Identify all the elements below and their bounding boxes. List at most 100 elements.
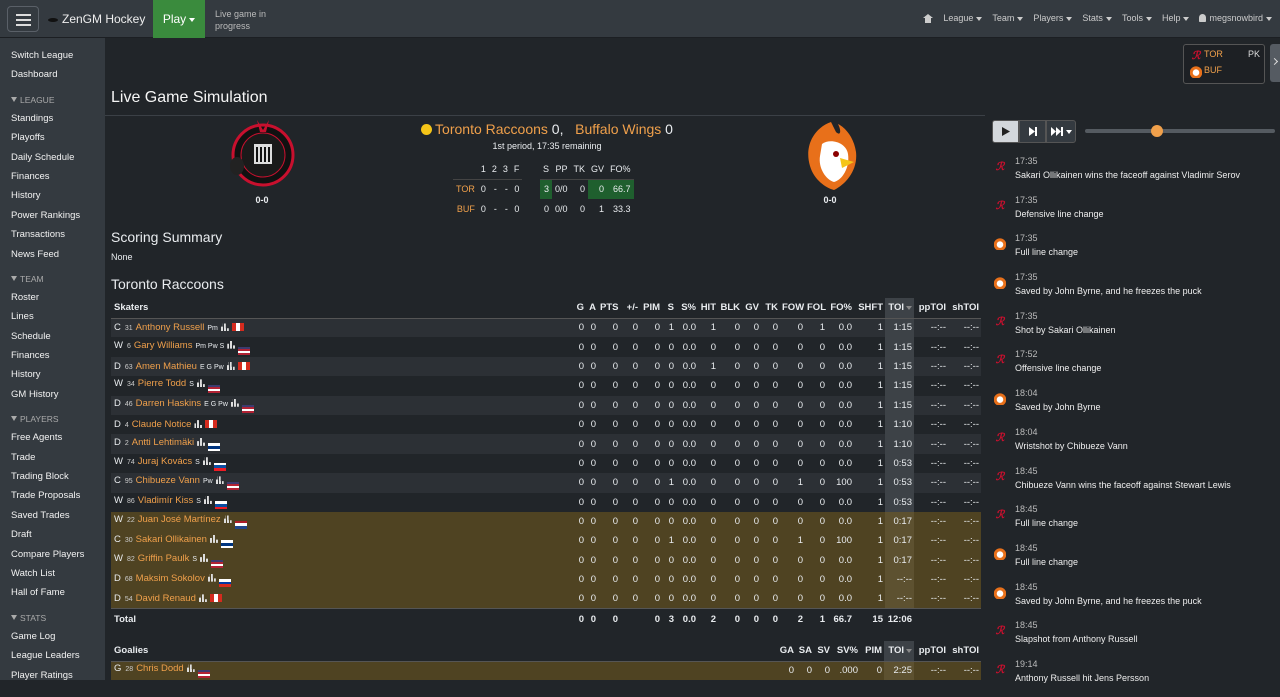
menu-item[interactable]: Help (1162, 13, 1190, 23)
column-header[interactable]: SV% (832, 641, 860, 662)
menu-item[interactable]: Tools (1122, 13, 1152, 23)
column-header[interactable]: PTS (598, 298, 620, 319)
sidebar-link[interactable]: Power Rankings (11, 209, 81, 221)
stats-icon[interactable] (226, 361, 235, 370)
sidebar-link[interactable]: Playoffs (11, 132, 45, 144)
sidebar-link[interactable]: Finances (11, 170, 50, 182)
player-name[interactable]: Sakari Ollikainen (135, 533, 207, 545)
home-team-name[interactable]: Toronto Raccoons (435, 121, 548, 137)
slider-knob[interactable] (1151, 125, 1163, 137)
stats-icon[interactable] (203, 496, 212, 505)
sidebar-link[interactable]: Daily Schedule (11, 151, 75, 163)
home-icon[interactable] (923, 13, 934, 23)
column-header[interactable]: shTOI (948, 298, 981, 319)
stats-icon[interactable] (198, 594, 207, 603)
column-header[interactable]: GA (774, 641, 796, 662)
player-name[interactable]: David Renaud (135, 593, 196, 605)
column-header[interactable]: A (586, 298, 598, 319)
brand[interactable]: ZenGM Hockey (48, 12, 145, 26)
scoreboard-toggle[interactable] (1270, 44, 1280, 82)
menu-toggle[interactable] (7, 6, 39, 32)
player-name[interactable]: Pierre Todd (137, 378, 187, 390)
sidebar-link[interactable]: Hall of Fame (11, 587, 65, 599)
stats-icon[interactable] (207, 573, 216, 582)
stats-icon[interactable] (223, 515, 232, 524)
player-name[interactable]: Claude Notice (131, 419, 192, 431)
stats-icon[interactable] (220, 323, 229, 332)
column-header[interactable]: SV (814, 641, 832, 662)
player-name[interactable]: Juan José Martínez (137, 514, 221, 526)
menu-item[interactable]: Team (992, 13, 1023, 23)
stats-icon[interactable] (227, 340, 236, 349)
sidebar-link[interactable]: Roster (11, 291, 39, 303)
player-name[interactable]: Darren Haskins (135, 397, 202, 409)
stats-icon[interactable] (202, 457, 211, 466)
player-name[interactable]: Griffin Paulk (137, 552, 190, 564)
player-name[interactable]: Vladimír Kiss (137, 495, 194, 507)
sidebar-link[interactable]: Trade (11, 451, 36, 463)
sidebar-link[interactable]: Player Ratings (11, 669, 73, 681)
player-name[interactable]: Gary Williams (133, 339, 193, 351)
player-name[interactable]: Juraj Kovács (137, 456, 193, 468)
player-name[interactable]: Amen Mathieu (135, 360, 197, 372)
sidebar-link[interactable]: Free Agents (11, 432, 63, 444)
sidebar-link[interactable]: Trade Proposals (11, 490, 81, 502)
stats-icon[interactable] (196, 379, 205, 388)
column-header[interactable]: ppTOI (914, 641, 948, 662)
column-header[interactable]: ppTOI (914, 298, 948, 319)
sidebar-link[interactable]: Trading Block (11, 471, 69, 483)
column-header[interactable]: G (573, 298, 586, 319)
sidebar-link[interactable]: Switch League (11, 50, 74, 61)
play-button[interactable]: Play (153, 0, 205, 38)
sidebar-link[interactable]: History (11, 369, 41, 381)
menu-item[interactable]: League (943, 13, 982, 23)
column-header[interactable]: TOI (884, 641, 914, 662)
skip-button[interactable] (1046, 120, 1076, 143)
column-header[interactable]: TOI (885, 298, 914, 319)
column-header[interactable]: +/- (620, 298, 640, 319)
menu-item[interactable]: Players (1033, 13, 1072, 23)
sidebar-link[interactable]: Watch List (11, 567, 55, 579)
sidebar-link[interactable]: Schedule (11, 330, 51, 342)
column-header[interactable]: shTOI (948, 641, 981, 662)
away-team-name[interactable]: Buffalo Wings (575, 121, 662, 137)
column-header[interactable]: BLK (718, 298, 742, 319)
play-sim-button[interactable] (992, 120, 1019, 143)
stats-icon[interactable] (215, 476, 224, 485)
column-header[interactable]: PIM (860, 641, 884, 662)
column-header[interactable]: FO% (827, 298, 854, 319)
player-name[interactable]: Chibueze Vann (135, 475, 200, 487)
column-header[interactable]: FOW (780, 298, 805, 319)
column-header[interactable]: FOL (805, 298, 827, 319)
sidebar-link[interactable]: Draft (11, 529, 32, 541)
stats-icon[interactable] (209, 534, 218, 543)
mini-scoreboard[interactable]: ℛ TOR PK BUF (1183, 44, 1265, 84)
step-button[interactable] (1019, 120, 1046, 143)
stats-icon[interactable] (197, 437, 206, 446)
column-header[interactable]: SHFT (854, 298, 885, 319)
sidebar-link[interactable]: Compare Players (11, 548, 85, 560)
stats-icon[interactable] (230, 398, 239, 407)
sidebar-link[interactable]: League Leaders (11, 650, 80, 662)
column-header[interactable]: TK (761, 298, 780, 319)
speed-slider[interactable] (1085, 125, 1275, 137)
sidebar-link[interactable]: Transactions (11, 229, 66, 241)
column-header[interactable]: SA (796, 641, 814, 662)
player-name[interactable]: Chris Dodd (136, 663, 184, 675)
sidebar-link[interactable]: GM History (11, 388, 59, 400)
column-header[interactable]: PIM (640, 298, 662, 319)
stats-icon[interactable] (194, 420, 203, 429)
sidebar-link[interactable]: Finances (11, 350, 50, 362)
player-name[interactable]: Antti Lehtimäki (131, 436, 195, 448)
sidebar-link[interactable]: Game Log (11, 630, 56, 642)
sidebar-link[interactable]: News Feed (11, 248, 60, 260)
column-header[interactable]: S% (676, 298, 698, 319)
stats-icon[interactable] (186, 664, 195, 673)
sidebar-link[interactable]: Saved Trades (11, 509, 70, 521)
sidebar-link[interactable]: Standings (11, 112, 54, 124)
sidebar-link[interactable]: Dashboard (11, 69, 58, 81)
user-menu[interactable]: megsnowbird (1199, 13, 1272, 23)
menu-item[interactable]: Stats (1082, 13, 1112, 23)
stats-icon[interactable] (200, 553, 209, 562)
column-header[interactable]: GV (742, 298, 761, 319)
